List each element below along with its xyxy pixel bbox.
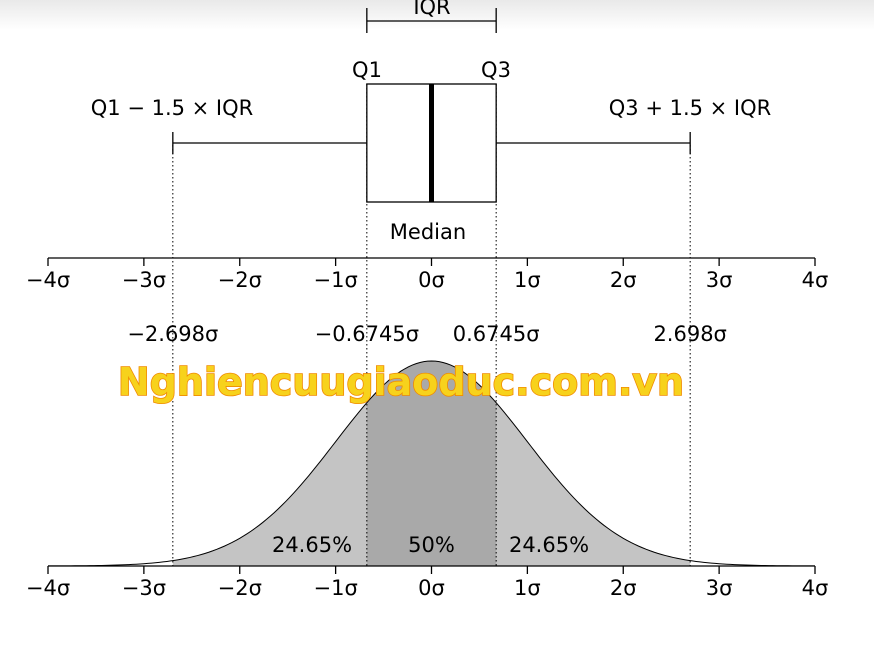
axis-tick-label: 0σ <box>418 268 445 292</box>
axis-tick-label: 3σ <box>706 268 733 292</box>
boundary-label: −2.698σ <box>127 322 218 346</box>
axis-tick-label: −4σ <box>26 576 70 600</box>
iqr-region-fill <box>366 361 497 566</box>
axis-tick-label: 1σ <box>514 268 541 292</box>
axis-tick-label: 4σ <box>802 268 829 292</box>
upper-fence-label: Q3 + 1.5 × IQR <box>609 96 772 120</box>
axis-tick-label: 2σ <box>610 268 637 292</box>
region-percent-label: 50% <box>408 533 455 557</box>
watermark-text: Nghiencuugiaoduc.com.vn <box>118 360 684 404</box>
axis-tick-label: 4σ <box>802 576 829 600</box>
density-curve-line <box>47 360 816 567</box>
top-shading <box>0 0 874 30</box>
q3-label: Q3 <box>481 58 511 82</box>
normal-curve <box>47 360 816 567</box>
axis-tick-label: −3σ <box>122 268 166 292</box>
q1-label: Q1 <box>352 58 382 82</box>
boxplot <box>172 8 691 203</box>
axis-tick-label: −3σ <box>122 576 166 600</box>
boundary-labels: −2.698σ −0.6745σ 0.6745σ 2.698σ <box>127 322 727 346</box>
boundary-label: −0.6745σ <box>315 322 419 346</box>
axis-tick-label: −2σ <box>218 268 262 292</box>
boundary-label: 2.698σ <box>653 322 726 346</box>
axis-tick-label: −1σ <box>313 268 357 292</box>
axis-tick-label: −2σ <box>218 576 262 600</box>
axis-tick-label: 2σ <box>610 576 637 600</box>
region-percent-label: 24.65% <box>509 533 589 557</box>
top-sigma-axis: −4σ −3σ −2σ −1σ 0σ 1σ 2σ 3σ 4σ <box>26 257 829 292</box>
bottom-sigma-axis: −4σ −3σ −2σ −1σ 0σ 1σ 2σ 3σ 4σ <box>26 565 829 600</box>
axis-tick-label: 0σ <box>418 576 445 600</box>
axis-tick-label: −4σ <box>26 268 70 292</box>
axis-tick-label: −1σ <box>313 576 357 600</box>
boundary-label: 0.6745σ <box>453 322 540 346</box>
lower-fence-label: Q1 − 1.5 × IQR <box>91 96 254 120</box>
region-percent-labels: 24.65% 50% 24.65% <box>272 533 589 557</box>
iqr-label: IQR <box>413 0 450 19</box>
axis-tick-label: 3σ <box>706 576 733 600</box>
axis-tick-label: 1σ <box>514 576 541 600</box>
median-label: Median <box>390 220 466 244</box>
region-percent-label: 24.65% <box>272 533 352 557</box>
